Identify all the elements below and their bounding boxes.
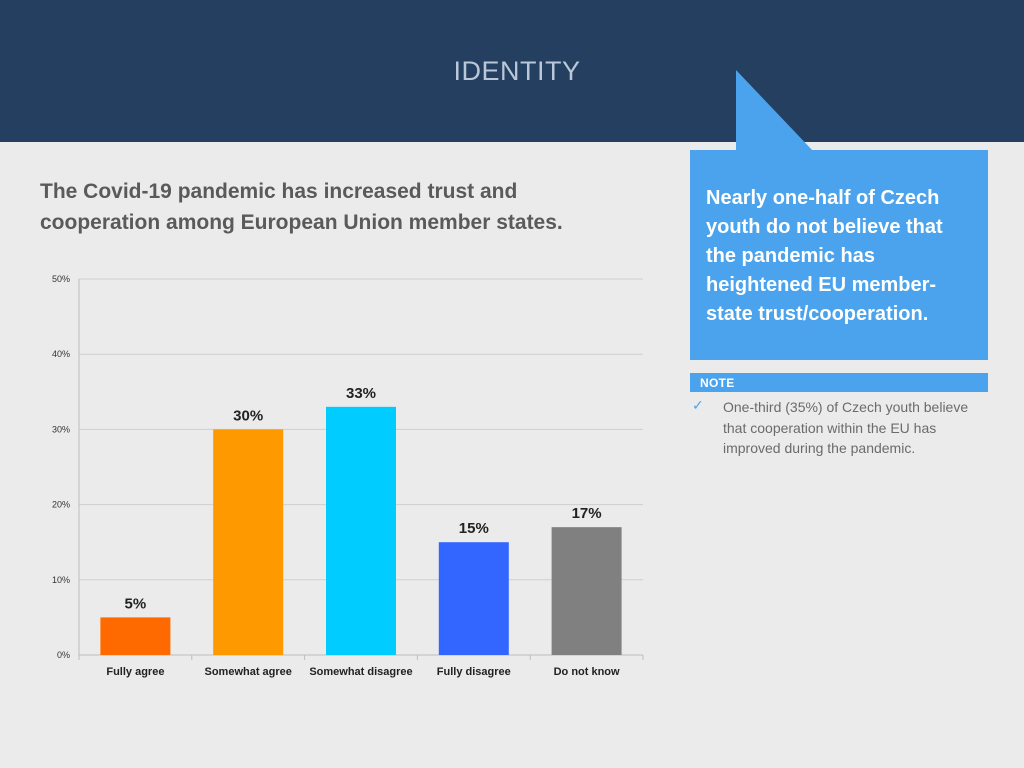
survey-question: The Covid-19 pandemic has increased trus… [40,180,563,234]
x-tick-label: Fully disagree [437,666,511,678]
data-label: 15% [459,520,489,537]
callout-box: Nearly one-half of Czech youth do not be… [690,150,988,360]
bar-somewhat-agree [213,429,284,655]
checkmark-icon: ✓ [692,397,704,413]
data-label: 33% [346,385,376,402]
x-tick-label: Somewhat agree [204,666,291,678]
note-text: One-third (35%) of Czech youth believe t… [723,399,969,456]
x-tick-label: Do not know [554,666,620,678]
bar-somewhat-disagree [326,406,396,655]
x-tick-label: Fully agree [106,666,164,678]
bar-fully-disagree [438,542,509,655]
data-label: 30% [233,407,263,424]
y-tick-label: 50% [52,274,70,284]
y-tick-label: 30% [52,424,70,434]
data-label: 17% [572,505,602,522]
y-tick-label: 40% [52,349,70,359]
callout-text: Nearly one-half of Czech youth do not be… [706,187,943,325]
header-bar: IDENTITY [0,0,1024,142]
y-tick-label: 20% [52,500,70,510]
y-tick-label: 0% [57,650,70,660]
bar-do-not-know [551,527,622,655]
note-header: NOTE [690,373,988,392]
data-label: 5% [125,595,147,612]
x-tick-label: Somewhat disagree [309,666,412,678]
y-tick-label: 10% [52,575,70,585]
page-title: IDENTITY [453,56,581,86]
bar-fully-agree [100,617,171,655]
